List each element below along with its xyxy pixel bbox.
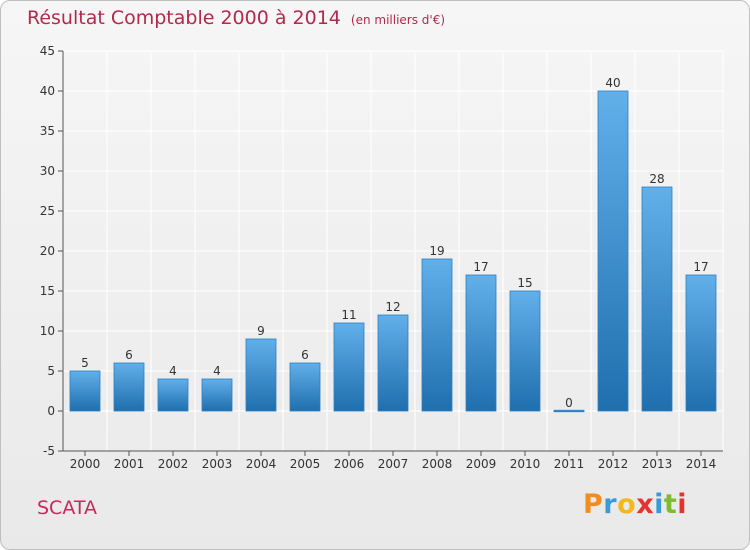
bar-value-label: 4 xyxy=(169,364,177,378)
x-tick-label: 2004 xyxy=(246,457,277,471)
x-tick-label: 2012 xyxy=(598,457,629,471)
logo-letter: i xyxy=(677,489,688,520)
bar-value-label: 6 xyxy=(125,348,133,362)
bar xyxy=(685,274,717,412)
bar xyxy=(465,274,497,412)
bar-value-label: 40 xyxy=(605,76,620,90)
bar-value-label: 17 xyxy=(473,260,488,274)
y-tick-label: 40 xyxy=(40,84,55,98)
y-tick-label: 45 xyxy=(40,44,55,58)
y-tick-label: -5 xyxy=(43,444,55,458)
bar xyxy=(157,378,189,412)
proxiti-logo[interactable]: Proxiti xyxy=(583,489,687,520)
chart-title-text: Résultat Comptable 2000 à 2014 xyxy=(27,7,341,29)
y-tick-label: 35 xyxy=(40,124,55,138)
labels: -5 0 5 10 15 20 25 30 35 40 45 5 2000 6 2001 4 2002 4 2003… xyxy=(40,44,717,471)
bar-value-label: 19 xyxy=(429,244,444,258)
bar-value-label: 5 xyxy=(81,356,89,370)
bar-value-label: 12 xyxy=(385,300,400,314)
bar-value-label: 11 xyxy=(341,308,356,322)
x-tick-label: 2003 xyxy=(202,457,233,471)
bar xyxy=(245,338,277,412)
bar-value-label: 15 xyxy=(517,276,532,290)
y-tick-label: 15 xyxy=(40,284,55,298)
bar-value-label: 28 xyxy=(649,172,664,186)
bar xyxy=(113,362,145,412)
bar xyxy=(597,90,629,412)
logo-letter: r xyxy=(603,489,618,520)
x-tick-label: 2002 xyxy=(158,457,189,471)
bar xyxy=(201,378,233,412)
x-tick-label: 2009 xyxy=(466,457,497,471)
bar-value-label: 4 xyxy=(213,364,221,378)
bars xyxy=(69,90,717,413)
bar-value-label: 6 xyxy=(301,348,309,362)
bar xyxy=(421,258,453,412)
x-tick-label: 2008 xyxy=(422,457,453,471)
x-tick-label: 2006 xyxy=(334,457,365,471)
bar xyxy=(641,186,673,412)
bar-value-label: 0 xyxy=(565,396,573,410)
bar xyxy=(553,409,585,413)
y-tick-label: 30 xyxy=(40,164,55,178)
chart-subtitle: (en milliers d'€) xyxy=(350,13,446,27)
logo-letter: P xyxy=(583,489,604,520)
x-tick-label: 2014 xyxy=(686,457,717,471)
y-tick-label: 25 xyxy=(40,204,55,218)
y-tick-label: 0 xyxy=(47,404,55,418)
bar xyxy=(377,314,409,412)
bar xyxy=(289,362,321,412)
bar xyxy=(333,322,365,412)
entity-name: SCATA xyxy=(37,497,97,519)
logo-letter: i xyxy=(654,489,664,520)
logo-letter: x xyxy=(636,489,655,520)
x-tick-label: 2001 xyxy=(114,457,145,471)
chart-title: Résultat Comptable 2000 à 2014 (en millie… xyxy=(27,7,445,29)
axes xyxy=(58,50,723,456)
bar-value-label: 9 xyxy=(257,324,265,338)
x-tick-label: 2007 xyxy=(378,457,409,471)
x-tick-label: 2011 xyxy=(554,457,585,471)
x-tick-label: 2005 xyxy=(290,457,321,471)
y-tick-label: 5 xyxy=(47,364,55,378)
y-tick-label: 10 xyxy=(40,324,55,338)
bar xyxy=(509,290,541,412)
x-tick-label: 2010 xyxy=(510,457,541,471)
bar-value-label: 17 xyxy=(693,260,708,274)
logo-letter: o xyxy=(617,489,637,520)
y-tick-label: 20 xyxy=(40,244,55,258)
x-tick-label: 2000 xyxy=(70,457,101,471)
x-tick-label: 2013 xyxy=(642,457,673,471)
logo-letter: t xyxy=(663,489,678,520)
bar xyxy=(69,370,101,412)
